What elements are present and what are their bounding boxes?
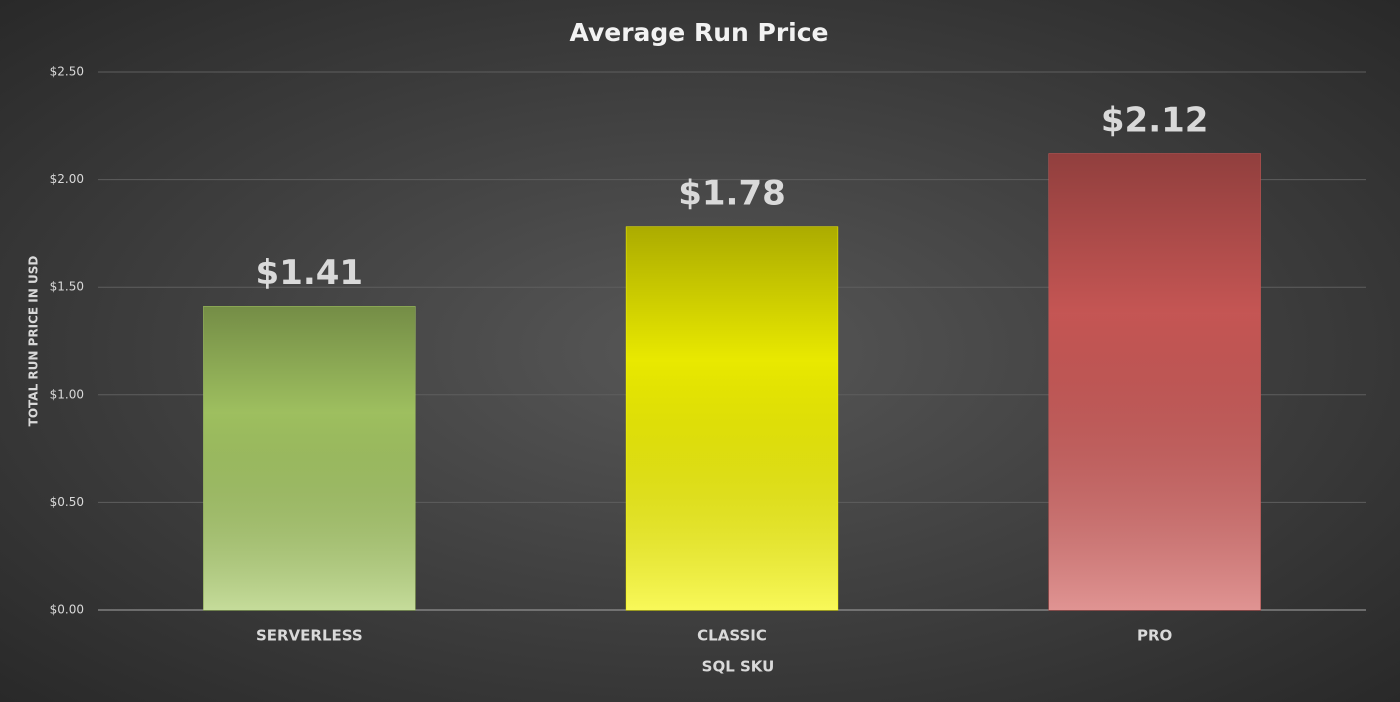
x-tick-label: PRO xyxy=(1137,627,1172,645)
value-label: $1.78 xyxy=(678,173,786,213)
y-tick-label: $1.50 xyxy=(50,280,84,294)
x-tick-label: SERVERLESS xyxy=(256,627,363,645)
bar-shade xyxy=(1049,153,1261,610)
y-tick-label: $2.00 xyxy=(50,172,84,186)
y-tick-label: $0.50 xyxy=(50,495,84,509)
y-axis-title: TOTAL RUN PRICE IN USD xyxy=(27,256,41,427)
bar-shade xyxy=(203,306,415,610)
value-label: $2.12 xyxy=(1101,100,1209,140)
bar-shade xyxy=(626,226,838,610)
x-axis-title: SQL SKU xyxy=(702,658,775,676)
y-tick-label: $1.00 xyxy=(50,387,84,401)
y-tick-label: $0.00 xyxy=(50,603,84,617)
x-tick-label: CLASSIC xyxy=(697,627,767,645)
y-tick-label: $2.50 xyxy=(50,65,84,79)
chart-title: Average Run Price xyxy=(569,18,828,47)
value-label: $1.41 xyxy=(256,253,364,293)
